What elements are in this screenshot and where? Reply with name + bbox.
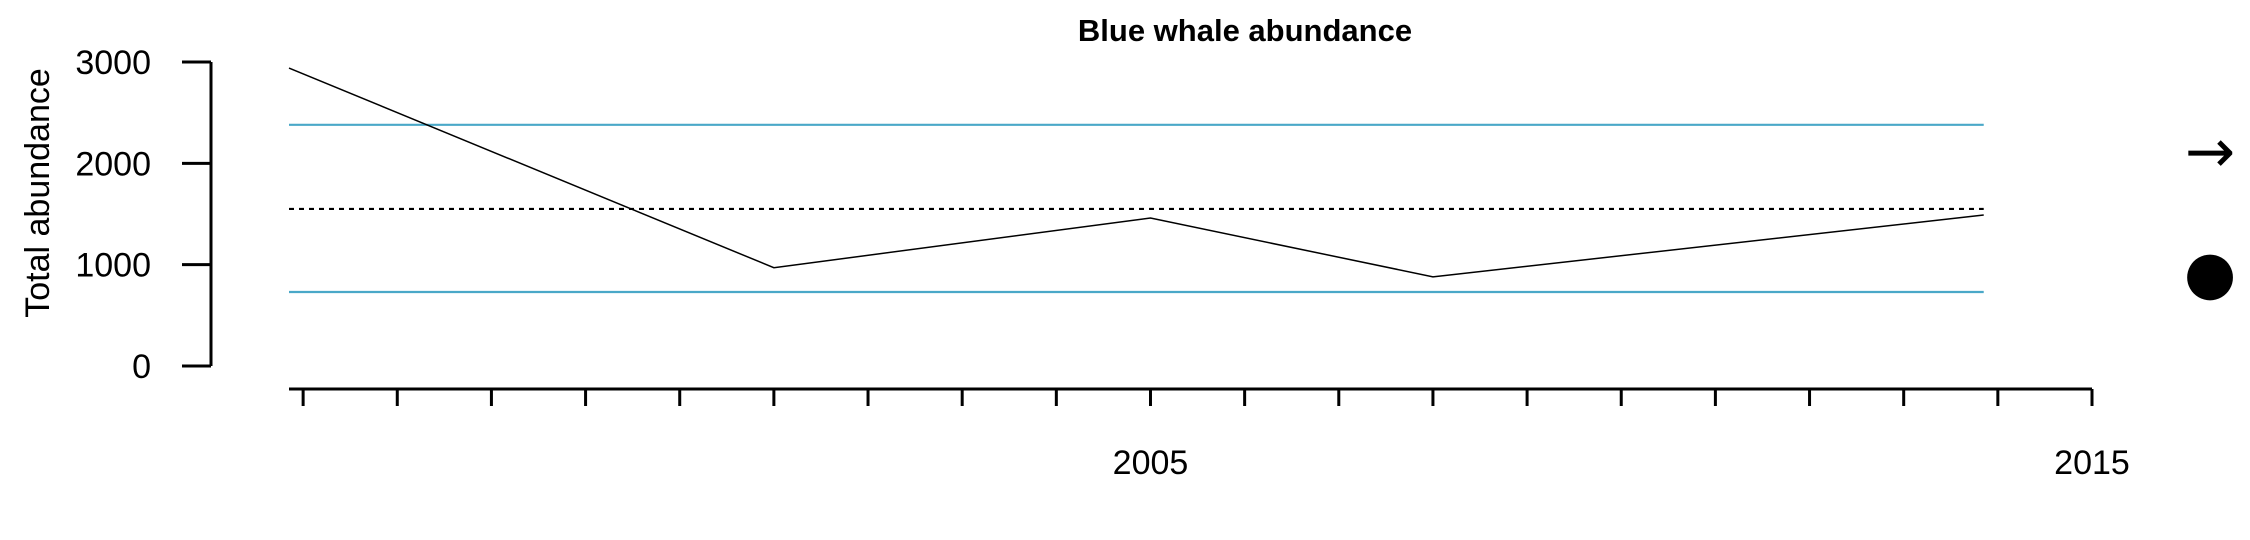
y-tick-label-2000: 2000 bbox=[75, 145, 151, 183]
plot-area bbox=[288, 67, 1984, 294]
y-tick-label-0: 0 bbox=[132, 348, 151, 386]
x-tick-label-2005: 2005 bbox=[1113, 444, 1189, 482]
x-tick-label-2015: 2015 bbox=[2054, 444, 2130, 482]
status-dot-icon: ● bbox=[2184, 238, 2236, 308]
y-axis-label: Total abundance bbox=[19, 68, 57, 318]
y-axis: 0 1000 2000 3000 bbox=[75, 44, 213, 386]
trend-arrow-icon: → bbox=[2185, 117, 2235, 187]
y-tick-label-1000: 1000 bbox=[75, 247, 151, 285]
series-line-0 bbox=[288, 67, 1984, 278]
x-axis: 2005 2015 bbox=[289, 387, 2130, 482]
series-layer bbox=[288, 67, 1984, 278]
chart-title: Blue whale abundance bbox=[1078, 13, 1412, 48]
y-tick-label-3000: 3000 bbox=[75, 44, 151, 82]
reference-lines bbox=[289, 123, 1984, 294]
